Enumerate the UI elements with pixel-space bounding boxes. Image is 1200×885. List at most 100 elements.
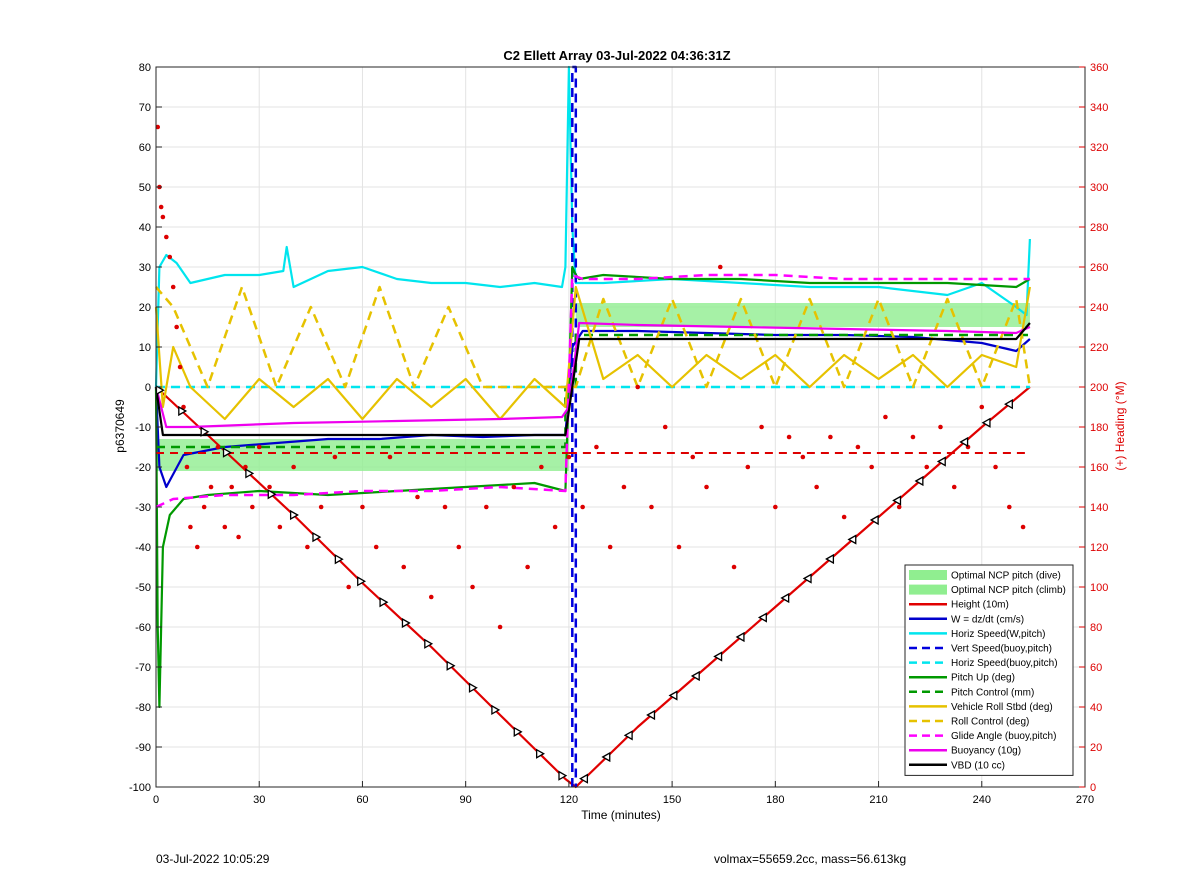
heading-point: [267, 484, 272, 490]
y2-tick-label: 80: [1090, 622, 1102, 634]
heading-point: [167, 254, 173, 260]
x-tick-label: 240: [973, 794, 991, 806]
legend-label: Pitch Up (deg): [951, 673, 1015, 684]
height-marker: [959, 436, 969, 448]
heading-point: [717, 264, 723, 270]
y2-tick-label: 0: [1090, 782, 1096, 794]
heading-point: [194, 544, 200, 550]
heading-point: [910, 434, 916, 440]
legend-label: Optimal NCP pitch (dive): [951, 571, 1061, 582]
heading-point: [566, 454, 572, 460]
height-marker: [289, 509, 299, 521]
x-axis-ticks: 0 30 60 90 120 150 180 210 240 270: [153, 781, 1094, 806]
y-tick-label: 10: [139, 342, 151, 354]
height-marker: [869, 514, 879, 526]
y-tick-label: -40: [135, 542, 151, 554]
height-marker: [757, 612, 767, 623]
height-marker: [735, 631, 745, 643]
legend-label: Buoyancy (10g): [951, 746, 1021, 757]
heading-point: [773, 504, 778, 510]
heading-point: [215, 444, 221, 450]
height-marker: [601, 751, 611, 763]
height-marker: [468, 682, 478, 693]
legend-label: Horiz Speed(buoy,pitch): [951, 658, 1058, 669]
heading-point: [170, 284, 176, 290]
x-tick-label: 30: [253, 794, 265, 806]
y2-tick-label: 200: [1090, 382, 1108, 394]
height-marker: [401, 617, 411, 629]
heading-point: [704, 484, 709, 490]
x-tick-label: 90: [460, 794, 472, 806]
height-marker: [334, 554, 344, 565]
heading-point: [690, 454, 696, 460]
y-axis-ticks: 80 70 60 50 40 30 20 10 0 -10 -20 -30 -40 -50 -60 -70 -8…: [129, 62, 162, 794]
height-marker: [579, 773, 589, 784]
heading-point: [256, 444, 262, 450]
legend-label: W = dz/dt (cm/s): [951, 614, 1024, 625]
height-marker: [690, 670, 700, 682]
heading-point: [428, 594, 434, 600]
height-marker: [513, 726, 523, 737]
heading-point: [360, 504, 365, 510]
heading-point: [160, 214, 166, 220]
series-pitch-control-mm: [156, 333, 1030, 449]
heading-point: [676, 544, 682, 550]
legend-label: Horiz Speed(W,pitch): [951, 629, 1045, 640]
heading-point: [649, 504, 654, 510]
heading-point: [786, 434, 792, 440]
heading-point: [208, 484, 214, 490]
heading-point: [470, 584, 475, 590]
y-tick-label: 80: [139, 62, 151, 74]
y2-tick-label: 360: [1090, 62, 1108, 74]
heading-point: [277, 524, 283, 530]
heading-point: [800, 454, 806, 460]
y-axis-label: p6370649: [113, 399, 127, 453]
heading-point: [236, 534, 241, 540]
y2-tick-label: 320: [1090, 142, 1108, 154]
heading-point: [841, 514, 847, 520]
y-tick-label: 70: [139, 102, 151, 114]
y2-tick-label: 120: [1090, 542, 1108, 554]
x-tick-label: 120: [560, 794, 578, 806]
legend-label: Roll Control (deg): [951, 717, 1029, 728]
height-marker: [424, 638, 434, 649]
height-marker: [491, 704, 501, 716]
y2-tick-label: 40: [1090, 702, 1102, 714]
legend-label: Optimal NCP pitch (climb): [951, 585, 1066, 596]
y-tick-label: -30: [135, 502, 151, 514]
height-marker: [379, 597, 389, 608]
x-tick-label: 180: [766, 794, 784, 806]
heading-point: [539, 464, 544, 470]
heading-point: [229, 484, 234, 490]
height-marker: [802, 573, 812, 584]
heading-point: [814, 484, 819, 490]
heading-point: [318, 504, 324, 510]
heading-point: [484, 504, 489, 510]
heading-points: [155, 124, 1030, 630]
y2-tick-label: 180: [1090, 422, 1108, 434]
heading-point: [745, 464, 751, 470]
y2-tick-label: 60: [1090, 662, 1102, 674]
y2-tick-label: 300: [1090, 182, 1108, 194]
y-tick-label: -20: [135, 462, 151, 474]
height-marker: [936, 456, 946, 467]
series-roll-control-deg: [155, 285, 1032, 389]
y2-axis-label: (+) Heading (°M): [1113, 381, 1127, 470]
heading-point: [594, 444, 599, 450]
legend-box: [904, 564, 1074, 776]
y2-tick-label: 240: [1090, 302, 1108, 314]
x-axis-label: Time (minutes): [581, 808, 661, 822]
footer-timestamp: 03-Jul-2022 10:05:29: [156, 852, 270, 866]
height-marker: [535, 748, 545, 759]
height-marker: [668, 690, 678, 701]
height-marker: [847, 534, 857, 545]
y-tick-label: -80: [135, 702, 151, 714]
heading-point: [869, 464, 874, 470]
x-tick-label: 150: [663, 794, 681, 806]
height-marker: [178, 405, 188, 417]
heading-point: [662, 424, 668, 430]
heading-point: [442, 504, 448, 510]
y-tick-label: 30: [139, 262, 151, 274]
height-marker: [646, 709, 656, 721]
